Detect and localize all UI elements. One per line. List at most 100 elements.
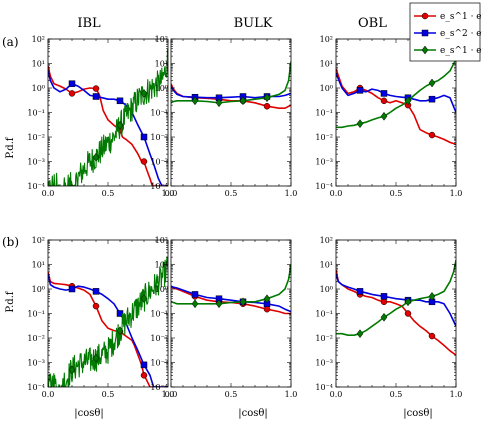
ytick-label: 10¹	[320, 60, 333, 69]
ytick-label: 10⁻⁴	[315, 182, 333, 191]
marker-red-1	[380, 97, 388, 105]
marker-green-1	[215, 98, 223, 108]
marker-green-0	[191, 299, 199, 309]
xtick-label: 1.0	[450, 189, 463, 198]
legend-marker-2	[421, 29, 429, 37]
row-label-b: (b)	[2, 235, 19, 249]
xtick-label: 0.0	[330, 390, 343, 399]
series-line-red	[336, 68, 456, 146]
marker-green-1	[380, 111, 388, 121]
marker-green-2	[404, 96, 412, 106]
marker-red-1	[92, 302, 100, 310]
marker-blue-0	[356, 288, 364, 295]
ytick-label: 10⁻²	[27, 133, 45, 142]
marker-green-2	[116, 326, 124, 336]
marker-green-2	[239, 297, 247, 307]
row-label-a: (a)	[2, 35, 19, 49]
marker-red-3	[140, 372, 148, 379]
series-line-red	[171, 286, 291, 315]
ytick-label: 10⁻³	[150, 359, 168, 368]
ytick-label: 10⁻¹	[27, 310, 45, 319]
marker-red-1	[380, 298, 388, 306]
series-line-blue	[336, 72, 456, 113]
series-line-blue	[171, 85, 291, 99]
panel-ibl-row1: 10⁻⁴ 10⁻³ 10⁻² 10⁻¹ 10⁰ 10¹ 10² 0.0 0.5 1.0	[27, 35, 174, 198]
marker-blue-1	[380, 90, 388, 97]
ytick-label: 10⁰	[32, 285, 45, 294]
series-line-blue	[48, 274, 168, 387]
ytick-label: 10⁻⁴	[27, 383, 45, 392]
ytick-label: 10⁻¹	[315, 310, 333, 319]
marker-green-0	[356, 119, 364, 129]
marker-red-2	[404, 310, 412, 317]
marker-blue-1	[380, 293, 388, 300]
series-line-red	[336, 269, 456, 356]
legend-marker-1	[421, 12, 429, 20]
marker-blue-1	[92, 93, 100, 100]
ytick-label: 10⁻²	[315, 334, 333, 343]
legend-label-1: e_s^1 · e^3	[440, 12, 483, 22]
xtick-label: 0.5	[225, 390, 238, 399]
ytick-label: 10⁻⁴	[315, 383, 333, 392]
marker-red-3	[140, 158, 148, 165]
marker-blue-2	[116, 310, 124, 317]
ytick-label: 10²	[320, 35, 333, 44]
marker-red-0	[68, 90, 76, 97]
marker-red-3	[428, 332, 436, 340]
marker-green-3	[263, 294, 271, 304]
xtick-label: 0.5	[390, 189, 403, 198]
ytick-label: 10⁻²	[150, 334, 168, 343]
xtick-label: 0.0	[165, 189, 178, 198]
xtick-label: 0.0	[42, 390, 55, 399]
axes-frame	[170, 38, 292, 187]
panel-ibl-row2: 10⁻⁴ 10⁻³ 10⁻² 10⁻¹ 10⁰ 10¹ 10² 0.0 0.5 1.0	[27, 236, 174, 399]
ytick-label: 10⁻¹	[315, 109, 333, 118]
ytick-label: 10⁻²	[150, 133, 168, 142]
col-title-ibl: IBL	[77, 16, 101, 31]
ytick-label: 10⁻²	[27, 334, 45, 343]
ytick-label: 10¹	[320, 261, 333, 270]
xlabel-col3: |cosθ|	[403, 408, 433, 419]
panel-obl-row2: 10⁻⁴ 10⁻³ 10⁻² 10⁻¹ 10⁰ 10¹ 10² 0.0 0.5 1.0	[315, 236, 462, 399]
marker-green-3	[140, 89, 148, 98]
xtick-label: 1.0	[450, 390, 463, 399]
marker-red-1	[92, 85, 100, 92]
legend-label-2: e_s^2 · e^3	[440, 29, 483, 39]
marker-green-2	[239, 96, 247, 106]
series-line-red	[48, 65, 168, 186]
ytick-label: 10⁻³	[315, 359, 333, 368]
series-line-green	[48, 49, 168, 186]
marker-green-3	[263, 93, 271, 103]
ylabel-bottom: P.d.f	[5, 290, 16, 312]
panel-series-group	[171, 264, 291, 315]
marker-blue-0	[356, 87, 364, 94]
series-line-blue	[336, 273, 456, 327]
marker-red-3	[428, 131, 436, 139]
ytick-label: 10⁻¹	[27, 109, 45, 118]
marker-green-1	[92, 152, 100, 162]
marker-green-3	[428, 78, 436, 88]
ytick-label: 10⁻¹	[150, 109, 168, 118]
xlabel-col2: |cosθ|	[238, 408, 268, 419]
ytick-label: 10²	[32, 236, 45, 245]
marker-blue-1	[92, 288, 100, 295]
xtick-label: 1.0	[162, 189, 175, 198]
col-title-bulk: BULK	[234, 16, 273, 31]
ytick-label: 10⁰	[155, 84, 168, 93]
xlabel-col1: |cosθ|	[74, 408, 104, 419]
marker-green-2	[116, 120, 124, 130]
xtick-label: 0.5	[390, 390, 403, 399]
ytick-label: 10⁻³	[27, 158, 45, 167]
ytick-label: 10⁻¹	[150, 310, 168, 319]
legend-label-3: e_s^1 · e^3	[440, 46, 483, 56]
xtick-label: 0.5	[225, 189, 238, 198]
ytick-label: 10²	[320, 236, 333, 245]
series-line-green	[48, 256, 168, 387]
series-line-green	[336, 260, 456, 336]
marker-green-1	[215, 299, 223, 309]
series-line-green	[336, 58, 456, 129]
marker-blue-3	[140, 133, 148, 141]
ytick-label: 10⁰	[320, 285, 333, 294]
ytick-label: 10²	[155, 236, 168, 245]
